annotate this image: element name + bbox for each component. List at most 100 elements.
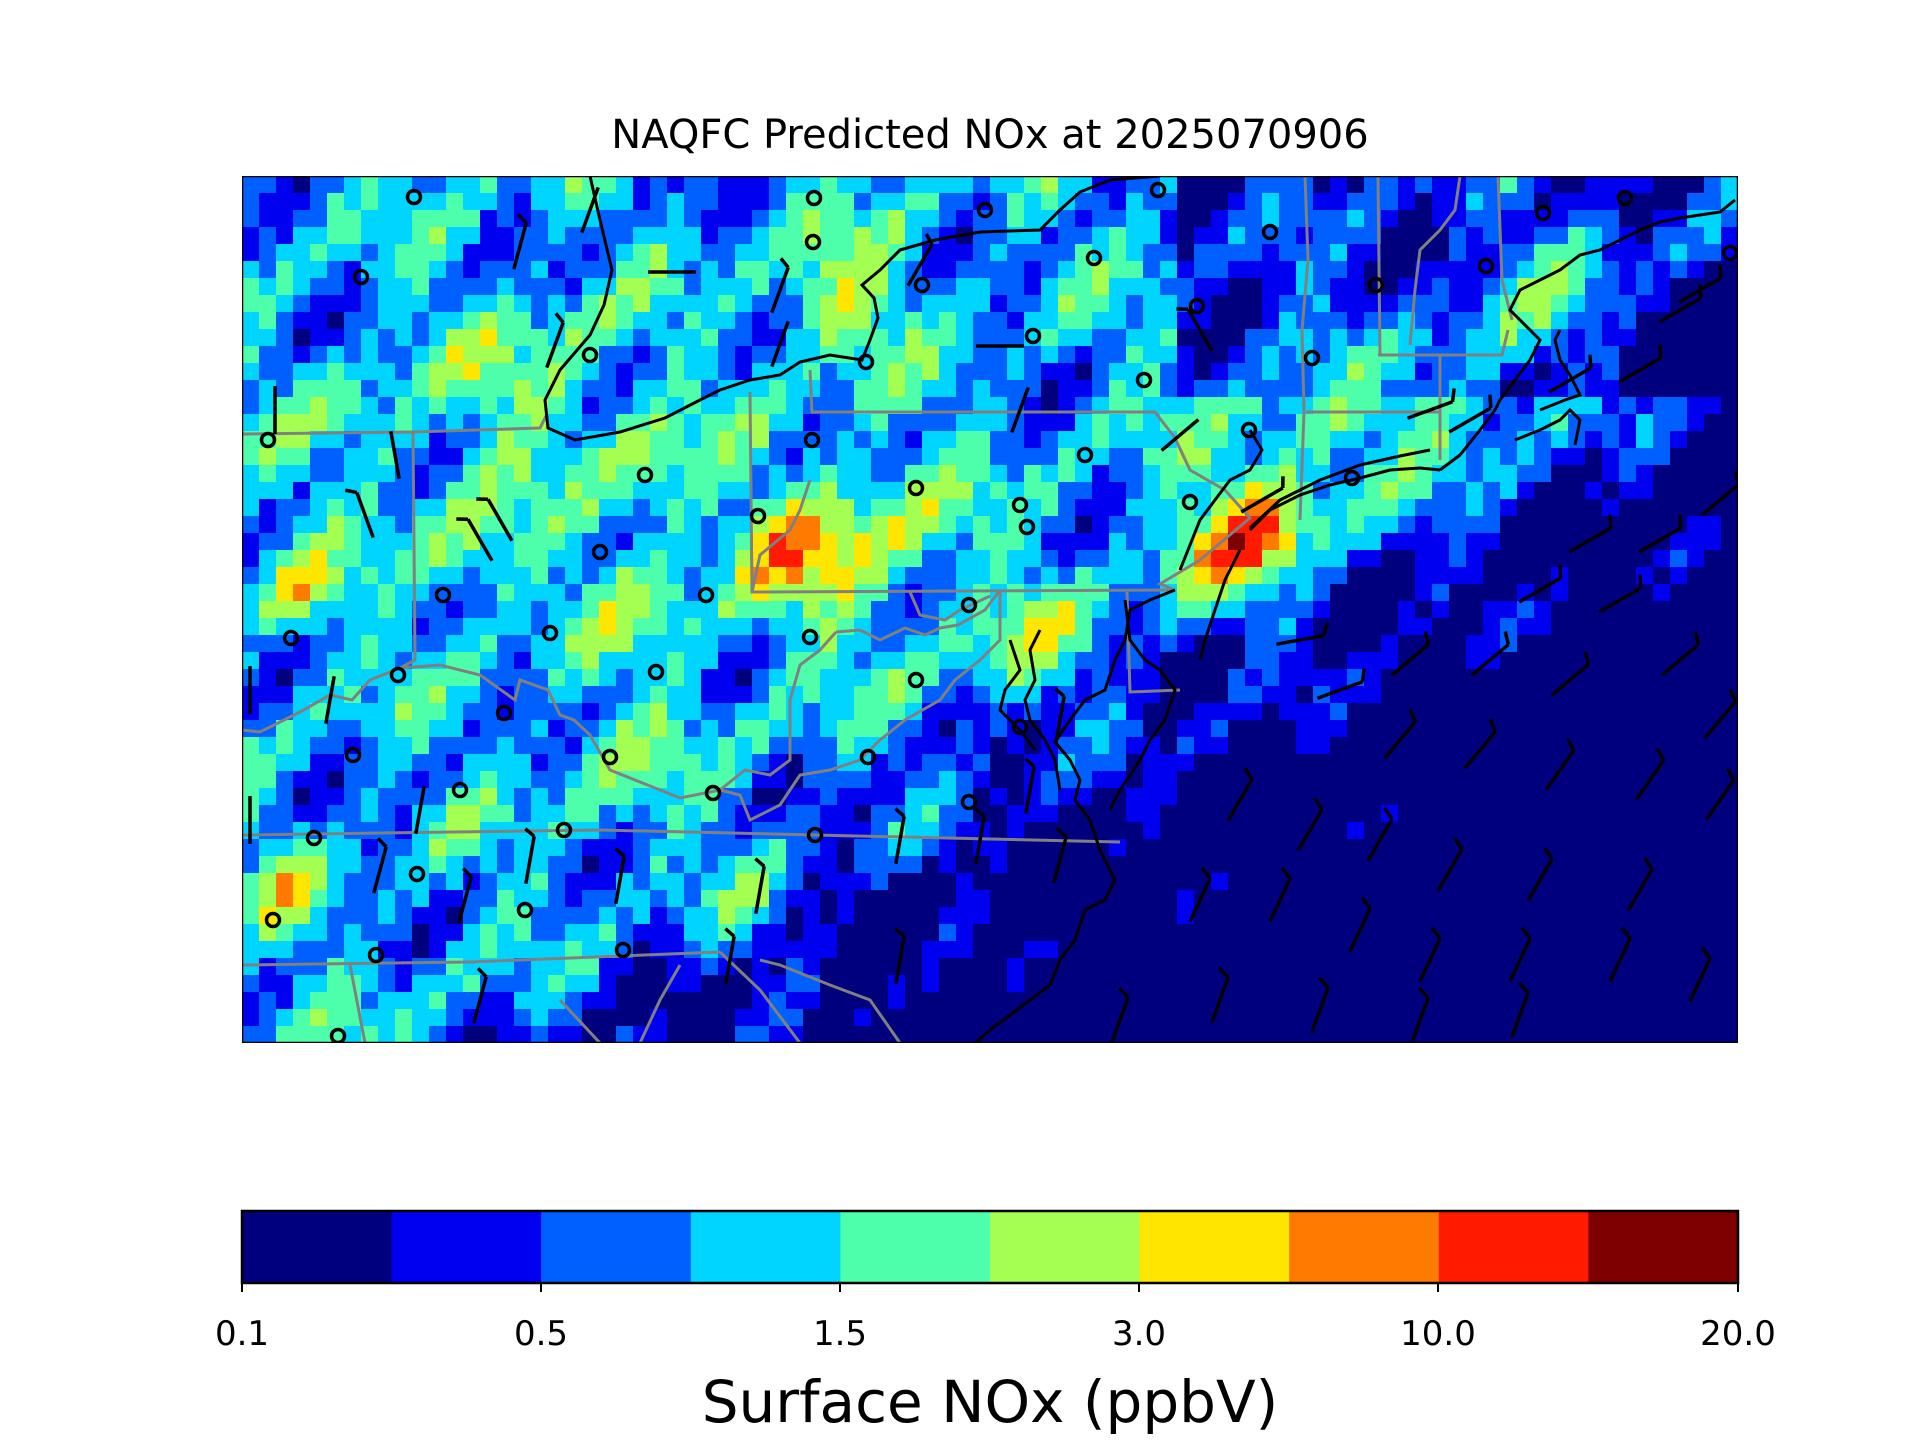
field-cell	[497, 584, 515, 602]
field-cell	[599, 465, 617, 483]
field-cell	[1704, 822, 1722, 840]
field-cell	[1687, 686, 1705, 704]
field-cell	[616, 1026, 634, 1043]
field-cell	[565, 482, 583, 500]
field-cell	[1466, 227, 1484, 245]
field-cell	[395, 346, 413, 364]
field-cell	[242, 227, 260, 245]
field-cell	[718, 312, 736, 330]
field-cell	[1041, 244, 1059, 262]
field-cell	[1415, 839, 1433, 857]
field-cell	[871, 669, 889, 687]
field-cell	[854, 924, 872, 942]
field-cell	[1092, 482, 1110, 500]
field-cell	[1670, 193, 1688, 211]
field-cell	[242, 601, 260, 619]
field-cell	[650, 703, 668, 721]
field-cell	[1211, 210, 1229, 228]
field-cell	[293, 856, 311, 874]
field-cell	[752, 720, 770, 738]
field-cell	[1092, 550, 1110, 568]
field-cell	[616, 703, 634, 721]
field-cell	[1568, 652, 1586, 670]
field-cell	[1415, 380, 1433, 398]
field-cell	[378, 295, 396, 313]
field-cell	[837, 635, 855, 653]
field-cell	[1721, 584, 1738, 602]
field-cell	[1449, 822, 1467, 840]
field-cell	[293, 992, 311, 1010]
field-cell	[1041, 856, 1059, 874]
site-marker	[1076, 446, 1094, 464]
field-cell	[1041, 992, 1059, 1010]
field-cell	[1075, 346, 1093, 364]
field-cell	[1483, 448, 1501, 466]
field-cell	[1466, 652, 1484, 670]
field-cell	[1024, 295, 1042, 313]
field-cell	[1500, 550, 1518, 568]
field-cell	[1466, 686, 1484, 704]
field-cell	[803, 329, 821, 347]
field-cell	[242, 924, 260, 942]
field-cell	[463, 329, 481, 347]
field-cell	[1228, 261, 1246, 279]
field-cell	[1194, 686, 1212, 704]
field-cell	[1126, 890, 1144, 908]
field-cell	[1551, 788, 1569, 806]
field-cell	[1262, 465, 1280, 483]
field-cell	[446, 363, 464, 381]
field-cell	[1687, 193, 1705, 211]
field-cell	[803, 652, 821, 670]
field-cell	[1296, 618, 1314, 636]
field-cell	[429, 635, 447, 653]
field-cell	[1075, 465, 1093, 483]
field-cell	[752, 278, 770, 296]
field-cell	[1109, 584, 1127, 602]
field-cell	[1364, 295, 1382, 313]
field-cell	[361, 1009, 379, 1027]
field-cell	[1381, 703, 1399, 721]
field-cell	[1041, 465, 1059, 483]
field-cell	[1160, 329, 1178, 347]
field-cell	[1262, 754, 1280, 772]
field-cell	[1092, 1009, 1110, 1027]
field-cell	[1024, 567, 1042, 585]
field-cell	[310, 363, 328, 381]
field-cell	[1109, 346, 1127, 364]
field-cell	[837, 958, 855, 976]
field-cell	[718, 550, 736, 568]
field-cell	[1330, 805, 1348, 823]
field-cell	[922, 873, 940, 891]
field-cell	[531, 1009, 549, 1027]
field-cell	[786, 380, 804, 398]
field-cell	[1126, 278, 1144, 296]
field-cell	[446, 941, 464, 959]
field-cell	[820, 295, 838, 313]
field-cell	[701, 635, 719, 653]
field-cell	[888, 312, 906, 330]
field-cell	[259, 550, 277, 568]
field-cell	[1058, 482, 1076, 500]
field-cell	[1466, 567, 1484, 585]
field-cell	[1432, 754, 1450, 772]
field-cell	[259, 261, 277, 279]
field-cell	[1602, 873, 1620, 891]
field-cell	[837, 295, 855, 313]
field-cell	[1704, 584, 1722, 602]
field-cell	[1330, 941, 1348, 959]
field-cell	[1534, 397, 1552, 415]
field-cell	[820, 992, 838, 1010]
field-cell	[395, 210, 413, 228]
field-cell	[1653, 329, 1671, 347]
field-cell	[1653, 890, 1671, 908]
field-cell	[463, 227, 481, 245]
field-cell	[837, 431, 855, 449]
field-cell	[1058, 295, 1076, 313]
field-cell	[242, 414, 260, 432]
field-cell	[701, 771, 719, 789]
field-cell	[1347, 788, 1365, 806]
field-cell	[1143, 856, 1161, 874]
field-cell	[1585, 414, 1603, 432]
field-cell	[820, 414, 838, 432]
field-cell	[497, 329, 515, 347]
